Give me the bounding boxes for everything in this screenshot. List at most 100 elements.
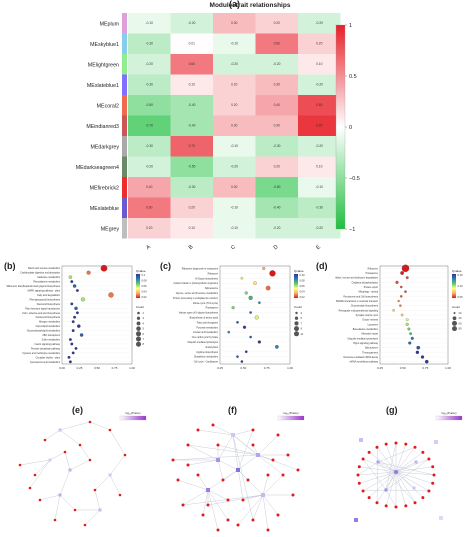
heatmap-cell [255,33,298,54]
data-point [408,341,412,345]
row-label: MEindianred3 [86,124,119,130]
network-gene-node [413,501,417,505]
network-gene-node [404,504,408,508]
heatmap-cell [170,115,213,136]
qvalue-colorbar [136,274,140,298]
network-gene-node [266,473,270,477]
cell-value-label: 0.60 [274,41,280,45]
data-point [80,297,86,302]
network-edge [363,458,397,473]
network-edge [395,471,433,484]
cell-value-label: 0.30 [231,185,237,189]
row-color-swatch [122,54,127,75]
heatmap-cell [128,197,171,218]
network-edge [237,429,254,471]
network-edge [395,444,407,473]
data-point [70,280,74,283]
data-point [236,355,239,358]
category-label: Ribosome [368,268,379,270]
data-point [257,340,261,344]
network-edge [59,469,71,496]
network-hub-node [48,458,52,462]
network-edge [385,444,397,473]
heatmap-cell [255,74,298,95]
network-gene-node [216,443,220,447]
category-label: Ubiquitin mediated proteolysis [187,341,218,344]
network-edge [172,454,259,461]
network-gene-node [43,438,47,442]
heatmap-cell [213,13,256,34]
network-gene-node [384,504,388,508]
count-tick-label: 8 [143,342,145,346]
category-label: Proteasome [366,272,379,275]
category-label: Spliceosome [365,348,379,350]
network-edge [217,434,234,461]
cell-value-label: -0.20 [231,164,238,168]
category-label: Pentose phosphate pathway [31,347,61,350]
row-label: MEskyblue1 [90,42,119,48]
cell-value-label: -0.30 [146,144,153,148]
row-label: MEdarkseagreen4 [76,165,119,171]
heatmap-cell [298,197,341,218]
network-edge [54,494,61,521]
network-edge [357,471,397,476]
heatmap-cell [170,54,213,75]
count-tick-label: 9 [301,327,303,331]
network-edge [262,494,269,531]
data-point [400,313,404,317]
data-point [72,284,77,288]
data-point [275,345,279,349]
data-point [420,355,425,359]
colorbar-tick-label: 0.5 [349,74,357,80]
panel-label-f: (f) [228,405,237,415]
network-gene-node [33,473,37,477]
column-label: B [188,244,195,250]
network-gene-node [226,518,230,522]
network-edge [252,494,264,521]
category-label: Glycine, serine and threonine metabolism [176,292,218,295]
heatmap-cell [213,33,256,54]
heatmap-cell [170,177,213,198]
network-gene-node [88,458,92,462]
network-gene-node [236,523,240,527]
network-edge [84,509,101,526]
heatmap-cell [255,95,298,116]
category-label: Plant hormone signal transduction [25,307,60,310]
count-tick-label: 4 [143,321,145,325]
network-edge [19,459,51,466]
enrichment-chart-b: Starch and sucrose metabolism Carbohydrat… [6,264,147,370]
qvalue-colorbar [294,274,298,298]
data-point [249,311,252,314]
cell-value-label: 0.20 [274,21,280,25]
heatmap-cell [298,54,341,75]
network-gene-node [394,441,398,445]
category-label: Proteasome [206,307,219,310]
category-label: Arginine biosynthesis [196,351,219,354]
network-gene-node [83,523,87,527]
network-gene-node [404,442,408,446]
heatmap-cell [255,218,298,239]
network-edge [357,461,379,476]
data-point [68,360,72,364]
colorbar-tick-label: −0.5 [349,176,360,182]
category-label: Nitrogen metabolism [39,321,60,324]
heatmap-title: Module–trait relationships [209,2,291,9]
legend-title-count: Count [294,305,302,309]
data-point [236,321,239,324]
category-label: Glycerolipid metabolism [36,325,60,328]
network-hub-node [108,473,112,477]
data-point [405,322,409,326]
network-edge [362,458,387,491]
network-edge [237,494,264,526]
network-gene-node [201,513,205,517]
count-legend-dot [294,326,299,332]
count-legend-dot [136,326,141,331]
category-label: Biosynthesis of amino acids [190,316,219,319]
category-label: SNARE interactions in vesicular transpor… [336,300,378,303]
x-tick-label: 0.50 [240,366,246,370]
cell-value-label: -0.20 [273,226,280,230]
cell-value-label: 0.30 [231,21,237,25]
count-tick-label: 60 [459,321,462,325]
data-point [265,285,271,291]
heatmap-cell [128,95,171,116]
